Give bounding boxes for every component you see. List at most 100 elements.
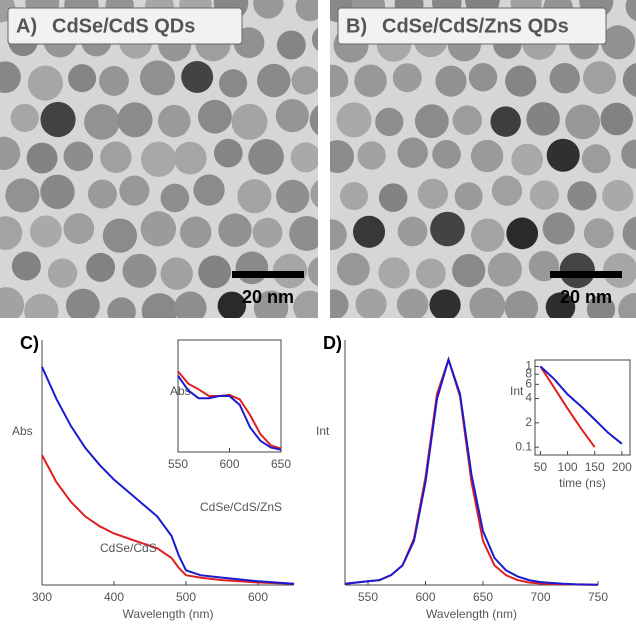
nanocrystal [277, 31, 306, 60]
nanocrystal [142, 293, 178, 329]
nanocrystal [397, 289, 429, 321]
nanocrystal [469, 288, 505, 324]
x-axis-label: time (ns) [559, 476, 606, 490]
panel-label: D) [323, 333, 342, 353]
nanocrystal [505, 65, 536, 96]
nanocrystal [181, 61, 213, 93]
nanocrystal [140, 60, 175, 95]
nanocrystal [511, 144, 543, 176]
nanocrystal [452, 254, 485, 287]
x-tick-label: 550 [168, 457, 188, 471]
nanocrystal [84, 104, 120, 140]
x-tick-label: 300 [32, 590, 52, 604]
nanocrystal [492, 176, 522, 206]
nanocrystal [218, 213, 251, 246]
nanocrystal [291, 142, 321, 172]
nanocrystal [28, 66, 63, 101]
nanocrystal [276, 99, 309, 132]
nanocrystal [198, 255, 231, 288]
nanocrystal [378, 257, 409, 288]
nanocrystal [435, 66, 466, 97]
nanocrystal [293, 291, 326, 324]
x-tick-label: 50 [534, 460, 548, 474]
nanocrystal [237, 179, 271, 213]
nanocrystal [567, 181, 596, 210]
nanocrystal [321, 140, 354, 173]
nanocrystal [289, 216, 324, 251]
nanocrystal [547, 139, 580, 172]
scale-bar [232, 271, 304, 278]
nanocrystal [353, 216, 385, 248]
y-tick-label: 0.1 [515, 439, 532, 453]
nanocrystal [565, 104, 600, 139]
nanocrystal [430, 212, 465, 247]
figure: A)CdSe/CdS QDs20 nmB)CdSe/CdS/ZnS QDs20 … [0, 0, 636, 629]
x-tick-label: 650 [473, 590, 493, 604]
nanocrystal [584, 218, 614, 248]
panel-label: B) [346, 15, 367, 37]
nanocrystal [40, 102, 75, 137]
nanocrystal [174, 142, 207, 175]
x-tick-label: 650 [271, 457, 291, 471]
nanocrystal [248, 139, 284, 175]
nanocrystal [543, 212, 575, 244]
nanocrystal [158, 105, 190, 137]
nanocrystal [141, 142, 176, 177]
nanocrystal [583, 61, 616, 94]
scale-bar [550, 271, 622, 278]
nanocrystal [27, 143, 58, 174]
y-tick-label: 2 [525, 415, 532, 429]
nanocrystal [64, 142, 94, 172]
nanocrystal [600, 103, 633, 136]
nanocrystal [48, 258, 77, 287]
nanocrystal [68, 64, 96, 92]
nanocrystal [379, 183, 408, 212]
nanocrystal [356, 289, 387, 320]
nanocrystal [582, 144, 611, 173]
nanocrystal [30, 216, 62, 248]
x-tick-label: 150 [585, 460, 605, 474]
nanocrystal [432, 140, 461, 169]
nanocrystal [12, 251, 41, 280]
nanocrystal [471, 140, 503, 172]
x-tick-label: 600 [415, 590, 435, 604]
nanocrystal [488, 252, 522, 286]
nanocrystal [198, 100, 232, 134]
nanocrystal [232, 104, 268, 140]
nanocrystal [236, 251, 269, 284]
x-axis-label: Wavelength (nm) [426, 607, 517, 621]
nanocrystal [103, 218, 137, 252]
y-axis-label: Abs [170, 384, 191, 398]
nanocrystal [471, 218, 504, 251]
y-axis-label: Int [316, 424, 330, 438]
nanocrystal [5, 178, 39, 212]
x-tick-label: 700 [530, 590, 550, 604]
nanocrystal [375, 108, 403, 136]
nanocrystal [357, 141, 385, 169]
panel-label: A) [16, 15, 37, 37]
nanocrystal [291, 66, 319, 94]
nanocrystal [257, 64, 290, 97]
scale-bar-label: 20 nm [560, 287, 612, 307]
nanocrystal [141, 211, 176, 246]
y-tick-label: 4 [525, 391, 532, 405]
series-line [42, 455, 294, 584]
x-tick-label: 600 [219, 457, 239, 471]
nanocrystal [416, 259, 446, 289]
nanocrystal [276, 180, 309, 213]
nanocrystal [453, 105, 482, 134]
nanocrystal [418, 179, 448, 209]
nanocrystal [122, 254, 156, 288]
nanocrystal [180, 217, 212, 249]
nanocrystal [161, 184, 190, 213]
nanocrystal [429, 289, 460, 320]
nanocrystal [354, 65, 387, 98]
scale-bar-label: 20 nm [242, 287, 294, 307]
nanocrystal [253, 218, 283, 248]
nanocrystal [66, 289, 100, 323]
nanocrystal [336, 102, 371, 137]
x-tick-label: 750 [588, 590, 608, 604]
panel-title: CdSe/CdS/ZnS QDs [382, 15, 569, 37]
nanocrystal [504, 291, 538, 325]
nanocrystal [550, 63, 580, 93]
